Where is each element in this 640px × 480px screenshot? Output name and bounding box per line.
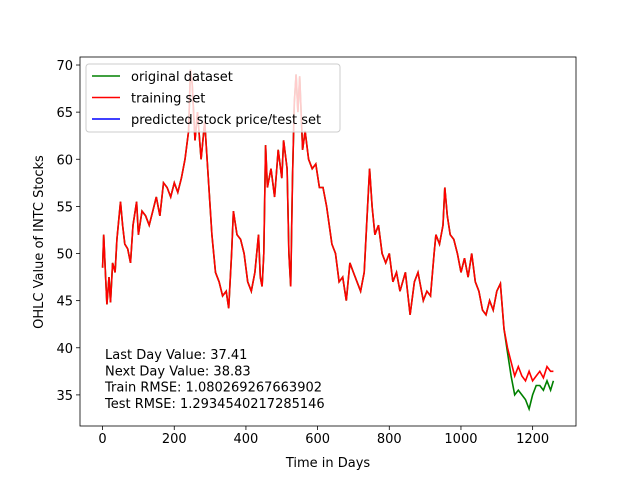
x-tick-label: 1000 bbox=[444, 432, 477, 447]
legend-label: original dataset bbox=[131, 70, 233, 85]
legend-box bbox=[85, 63, 341, 133]
y-tick-label: 50 bbox=[56, 248, 73, 263]
annotation: Train RMSE: 1.080269267663902 bbox=[104, 381, 322, 396]
y-tick-label: 60 bbox=[56, 153, 73, 168]
x-tick-label: 1200 bbox=[516, 432, 549, 447]
plot-frame bbox=[79, 56, 577, 427]
x-tick-label: 200 bbox=[162, 432, 187, 447]
annotation: Next Day Value: 38.83 bbox=[105, 364, 251, 379]
x-tick-label: 600 bbox=[305, 432, 330, 447]
legend-label: training set bbox=[131, 92, 205, 107]
annotation: Test RMSE: 1.2934540217285146 bbox=[104, 397, 325, 412]
series-line bbox=[101, 69, 554, 383]
legend-label: predicted stock price/test set bbox=[131, 113, 321, 128]
y-tick-label: 35 bbox=[56, 389, 73, 404]
y-tick-label: 65 bbox=[56, 106, 73, 121]
y-tick-label: 40 bbox=[56, 342, 73, 357]
x-tick-label: 0 bbox=[98, 432, 106, 447]
y-axis-label: OHLC Value of INTC Stocks bbox=[32, 155, 47, 329]
x-axis-label: Time in Days bbox=[285, 456, 371, 471]
y-tick-label: 45 bbox=[56, 295, 73, 310]
x-tick-label: 800 bbox=[377, 432, 402, 447]
annotation: Last Day Value: 37.41 bbox=[105, 348, 247, 363]
y-tick-label: 70 bbox=[56, 59, 73, 74]
y-tick-label: 55 bbox=[56, 200, 73, 215]
x-tick-label: 400 bbox=[234, 432, 259, 447]
